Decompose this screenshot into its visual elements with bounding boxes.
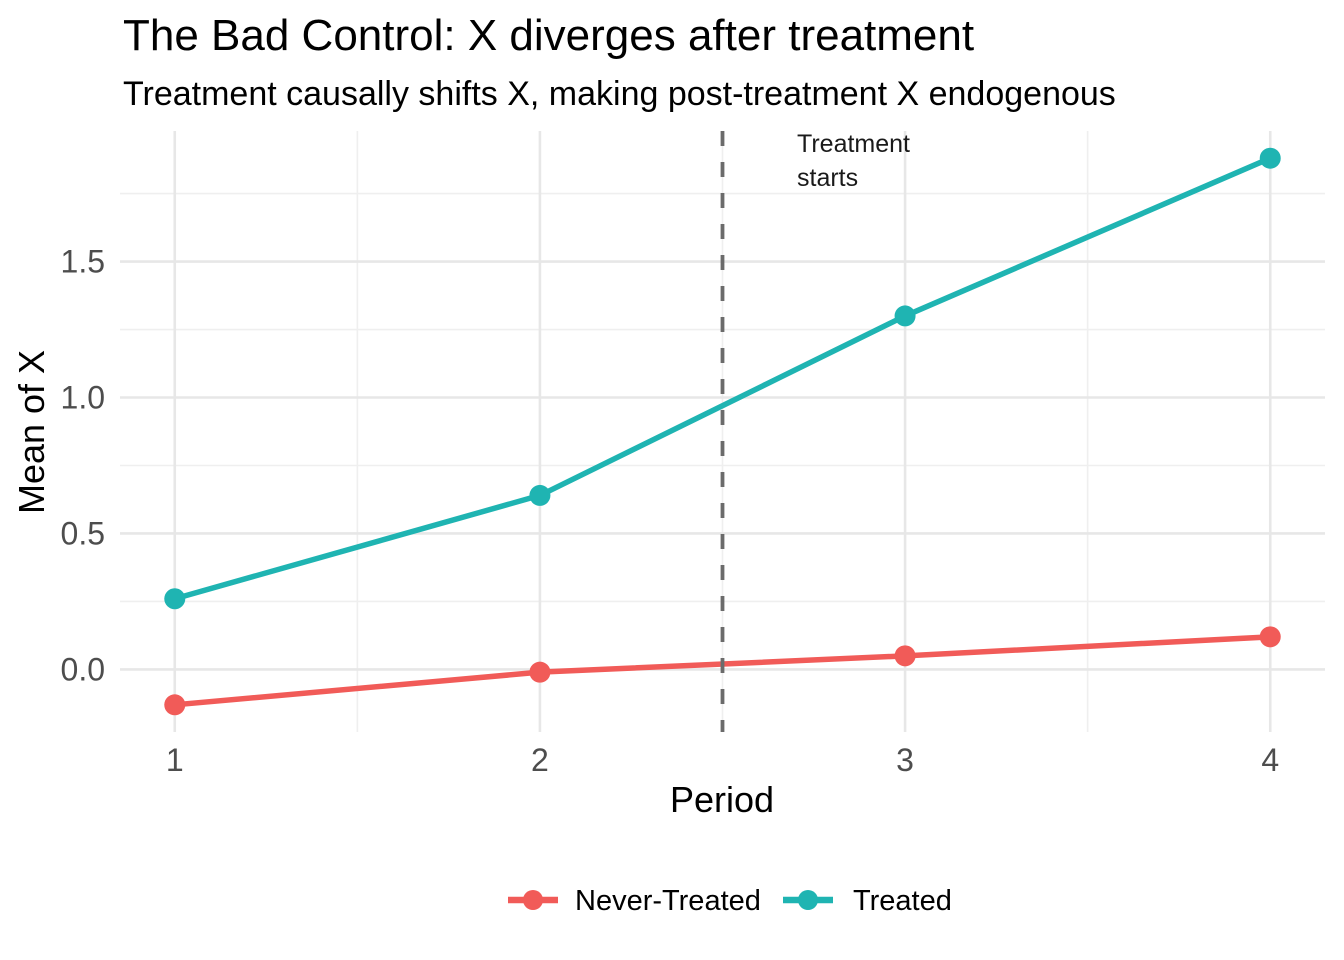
legend-key-point	[523, 890, 543, 910]
legend-key-point	[798, 890, 818, 910]
legend-item-never-treated: Never-Treated	[508, 885, 761, 917]
data-point-treated-p2	[529, 484, 551, 506]
x-axis-tick-labels: 1 2 3 4	[166, 742, 1279, 778]
data-point-never-treated-p4	[1259, 626, 1281, 648]
y-tick-label-0.5: 0.5	[61, 515, 105, 551]
x-tick-label-2: 2	[531, 742, 549, 778]
y-axis-tick-labels: 0.0 0.5 1.0 1.5	[61, 244, 105, 688]
legend-label: Treated	[853, 885, 952, 917]
vline-annotation-line2: starts	[797, 164, 858, 192]
x-tick-label-1: 1	[166, 742, 184, 778]
chart-title: The Bad Control: X diverges after treatm…	[123, 11, 974, 60]
x-tick-label-4: 4	[1261, 742, 1279, 778]
chart-subtitle: Treatment causally shifts X, making post…	[123, 75, 1116, 113]
legend-label: Never-Treated	[575, 885, 761, 917]
y-tick-label-1.5: 1.5	[61, 244, 105, 280]
y-tick-label-1.0: 1.0	[61, 380, 105, 416]
data-point-treated-p4	[1259, 147, 1281, 169]
legend: Never-Treated Treated	[508, 885, 952, 917]
y-tick-label-0.0: 0.0	[61, 651, 105, 687]
data-point-never-treated-p2	[529, 661, 551, 683]
vline-annotation-line1: Treatment	[797, 130, 910, 158]
x-tick-label-3: 3	[896, 742, 914, 778]
data-point-treated-p1	[164, 588, 186, 610]
data-point-treated-p3	[894, 305, 916, 327]
y-axis-title: Mean of X	[11, 350, 52, 514]
data-point-never-treated-p3	[894, 645, 916, 667]
x-axis-title: Period	[670, 779, 774, 820]
series-line-treated	[174, 155, 1272, 602]
legend-item-treated: Treated	[783, 885, 952, 917]
data-point-never-treated-p1	[164, 694, 186, 716]
